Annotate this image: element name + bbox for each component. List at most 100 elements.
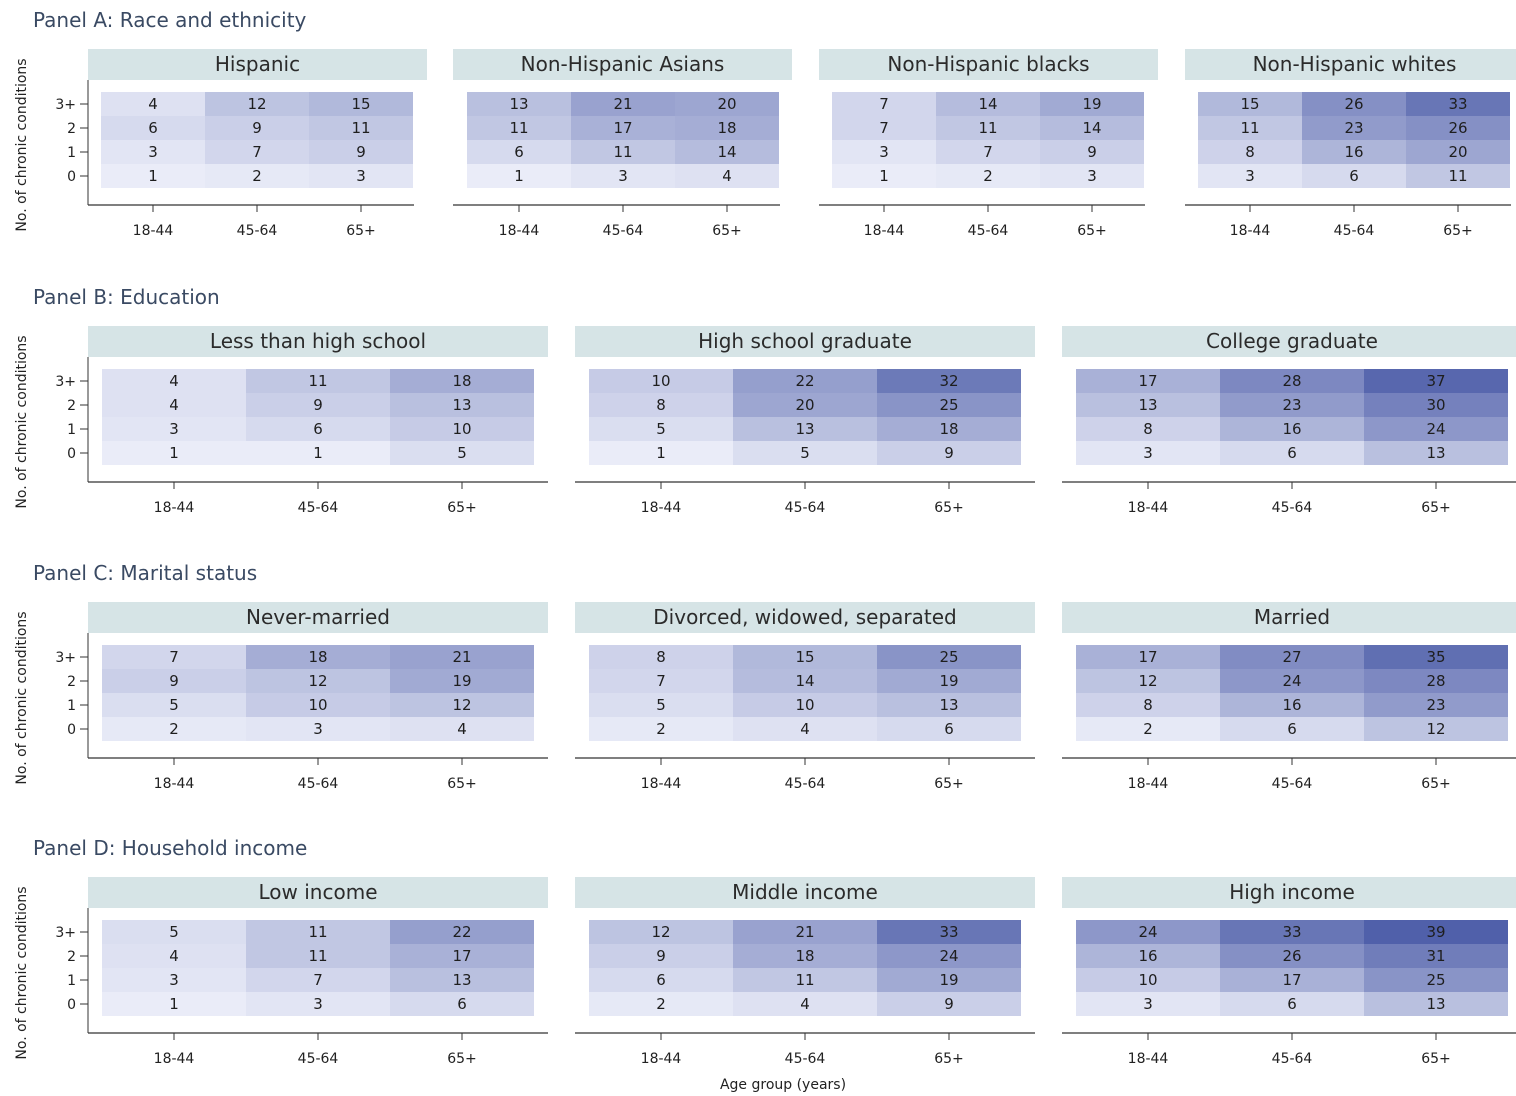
cell-value-label: 24 — [1426, 420, 1445, 438]
cell-value-label: 2 — [656, 720, 666, 738]
cell-value-label: 31 — [1426, 947, 1445, 965]
cell-value-label: 23 — [1426, 696, 1445, 714]
facet-strip — [819, 49, 1158, 80]
cell-value-label: 2 — [1143, 720, 1153, 738]
heatmap-cell — [246, 920, 390, 944]
cell-value-label: 12 — [452, 696, 471, 714]
facet-label: Divorced, widowed, separated — [653, 605, 956, 629]
cell-value-label: 11 — [308, 947, 327, 965]
cell-value-label: 22 — [452, 923, 471, 941]
heatmap-cell — [1220, 417, 1364, 441]
y-tick-label: 0 — [67, 169, 76, 185]
cell-value-label: 7 — [879, 119, 889, 137]
heatmap-cell — [571, 92, 675, 116]
cell-value-label: 9 — [169, 672, 179, 690]
cell-value-label: 7 — [169, 648, 179, 666]
x-tick-label: 18-44 — [641, 1051, 682, 1067]
cell-value-label: 9 — [313, 396, 323, 414]
cell-value-label: 9 — [252, 119, 262, 137]
heatmap-cell — [1076, 693, 1220, 717]
cell-value-label: 8 — [656, 648, 666, 666]
facet-label: Never-married — [246, 605, 390, 629]
heatmap-cell — [467, 164, 571, 188]
facet-strip — [575, 326, 1035, 357]
cell-value-label: 6 — [944, 720, 954, 738]
x-tick-label: 65+ — [346, 223, 376, 239]
cell-value-label: 13 — [452, 971, 471, 989]
heatmap-cell — [589, 717, 733, 741]
cell-value-label: 6 — [1349, 167, 1359, 185]
heatmap-cell — [733, 992, 877, 1016]
heatmap-cell — [390, 920, 534, 944]
cell-value-label: 11 — [1448, 167, 1467, 185]
cell-value-label: 2 — [983, 167, 993, 185]
cell-value-label: 6 — [1287, 444, 1297, 462]
heatmap-cell — [877, 417, 1021, 441]
facet-label: Non-Hispanic blacks — [887, 52, 1089, 76]
cell-value-label: 7 — [313, 971, 323, 989]
y-axis-title: No. of chronic conditions — [14, 611, 30, 784]
heatmap-cell — [675, 116, 779, 140]
heatmap-cell — [467, 92, 571, 116]
facet-label: High income — [1229, 880, 1355, 904]
heatmap-cell — [309, 92, 413, 116]
x-tick-label: 65+ — [1421, 776, 1451, 792]
cell-value-label: 12 — [308, 672, 327, 690]
heatmap-cell — [390, 441, 534, 465]
cell-value-label: 1 — [514, 167, 524, 185]
cell-value-label: 17 — [1138, 648, 1157, 666]
cell-value-label: 19 — [1082, 95, 1101, 113]
heatmap-cell — [675, 140, 779, 164]
cell-value-label: 8 — [656, 396, 666, 414]
cell-value-label: 21 — [795, 923, 814, 941]
heatmap-cell — [589, 393, 733, 417]
cell-value-label: 24 — [1138, 923, 1157, 941]
x-tick-label: 18-44 — [864, 223, 905, 239]
heatmap-cell — [589, 669, 733, 693]
x-tick-label: 65+ — [712, 223, 742, 239]
facet-strip — [88, 877, 548, 908]
panel: Panel A: Race and ethnicity No. of chroni… — [14, 8, 1516, 239]
heatmap-cell — [246, 717, 390, 741]
cell-value-label: 20 — [1448, 143, 1467, 161]
cell-value-label: 1 — [148, 167, 158, 185]
heatmap-cell — [733, 369, 877, 393]
cell-value-label: 12 — [651, 923, 670, 941]
cell-value-label: 21 — [452, 648, 471, 666]
cell-value-label: 11 — [795, 971, 814, 989]
cell-value-label: 8 — [1245, 143, 1255, 161]
y-axis-title: No. of chronic conditions — [14, 886, 30, 1059]
heatmap-cell — [205, 92, 309, 116]
cell-value-label: 6 — [1287, 995, 1297, 1013]
heatmap-cell — [246, 669, 390, 693]
facet-strip — [453, 49, 792, 80]
y-tick-label: 1 — [67, 973, 76, 989]
heatmap-cell — [390, 393, 534, 417]
heatmap-cell — [1220, 992, 1364, 1016]
cell-value-label: 6 — [313, 420, 323, 438]
y-tick-label: 2 — [67, 949, 76, 965]
cell-value-label: 27 — [1282, 648, 1301, 666]
heatmap-cell — [877, 393, 1021, 417]
heatmap-cell — [1076, 920, 1220, 944]
cell-value-label: 4 — [800, 995, 810, 1013]
heatmap-cell — [733, 393, 877, 417]
heatmap-cell — [309, 140, 413, 164]
heatmap-cell — [1364, 944, 1508, 968]
heatmap-cell — [733, 417, 877, 441]
cell-value-label: 6 — [457, 995, 467, 1013]
heatmap-cell — [1220, 944, 1364, 968]
heatmap-cell — [733, 944, 877, 968]
cell-value-label: 12 — [247, 95, 266, 113]
heatmap-cell — [1040, 164, 1144, 188]
heatmap-cell — [1076, 968, 1220, 992]
heatmap-cell — [1220, 920, 1364, 944]
x-tick-label: 18-44 — [1128, 1051, 1169, 1067]
heatmap-cell — [589, 645, 733, 669]
cell-value-label: 7 — [879, 95, 889, 113]
cell-value-label: 12 — [1138, 672, 1157, 690]
cell-value-label: 26 — [1282, 947, 1301, 965]
